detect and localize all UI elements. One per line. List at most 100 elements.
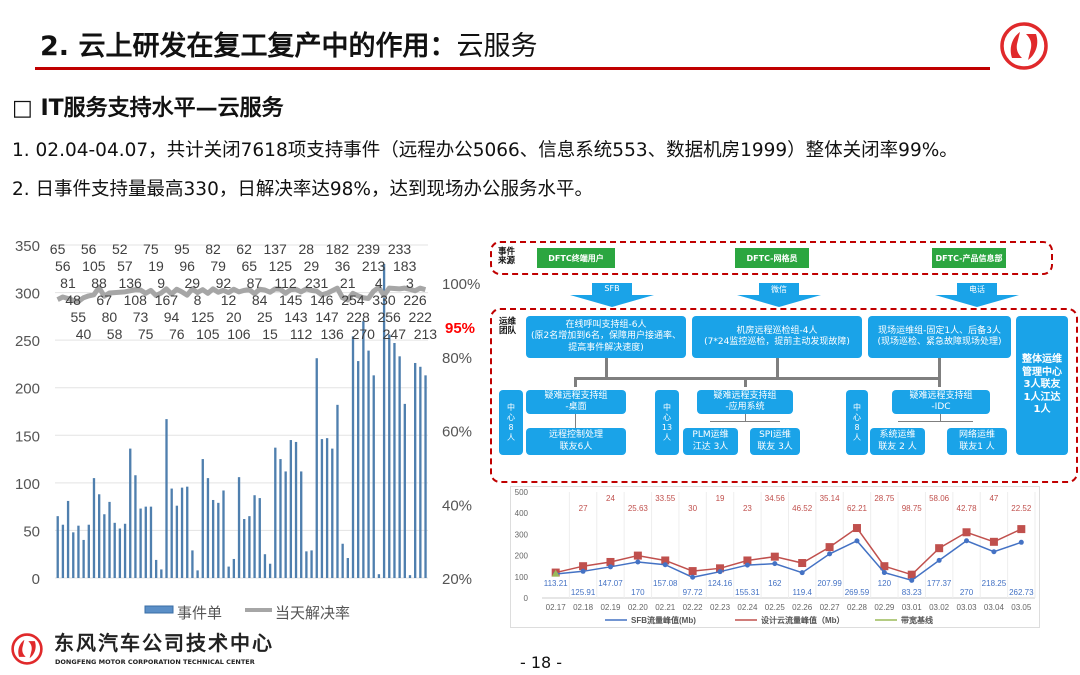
group-box: 机房远程巡检组-4人 (7*24监控巡检，提前主动发现故障) [692,316,862,358]
bar-data-label: 105 [196,326,220,342]
x-tick-label: 02.26 [792,603,813,612]
y-tick-label: 300 [15,286,40,303]
connector [940,414,941,421]
data-label: 270 [960,588,974,597]
bar-data-label: 88 [91,275,107,291]
bar [408,575,412,578]
bar-data-label: 28 [298,241,314,257]
bar-data-label: 58 [107,326,123,342]
y-tick-label: 200 [15,381,40,398]
data-point [551,569,560,577]
bar [263,554,267,578]
y-tick-label: 0 [524,594,529,603]
x-tick-label: 02.25 [765,603,786,612]
bar [279,459,282,578]
bar [144,506,147,578]
bar-data-label: 15 [262,326,278,342]
y-tick-label: 300 [515,530,529,539]
bar [424,375,427,578]
data-point [799,570,805,576]
channel-arrow: 微信 [737,283,821,307]
connector [744,377,747,387]
bar-data-label: 213 [414,326,438,342]
data-label: 28.75 [874,494,895,503]
title-divider [35,67,990,70]
bar [211,499,215,578]
bar-data-label: 4 [375,275,383,291]
connector [898,421,973,422]
group-box: 在线呼叫支持组-6人 (原2名增加到6名，保障用户接通率、提高事件解决速度) [526,316,686,358]
x-tick-label: 03.03 [957,603,978,612]
team-frame [490,308,1078,483]
y-tick-label: 200 [515,552,529,561]
bar-data-label: 330 [372,292,396,308]
data-label: 23 [743,504,752,513]
bar-data-label: 226 [403,292,427,308]
data-label: 47 [989,494,998,503]
bar-data-label: 65 [241,258,257,274]
bar-data-label: 270 [352,326,376,342]
data-label: 62.21 [847,504,868,513]
x-tick-label: 03.04 [984,603,1005,612]
connector [574,377,941,380]
bar [206,478,210,578]
bar-data-label: 125 [269,258,293,274]
bar [289,440,293,578]
bar-data-label: 29 [304,258,320,274]
legend-label: 当天解决率 [275,605,350,622]
y2-tick-label: 60% [442,424,472,441]
bar [160,569,163,578]
bar-data-label: 239 [357,241,381,257]
bar [388,334,391,578]
bar [72,532,75,578]
title-normal: 云服务 [456,31,538,62]
bar [253,495,256,578]
source-box: DFTC-产品信息部 [932,248,1006,268]
data-point [580,568,586,574]
bullet-2: 2. 日事件支持量最高330，日解决率达98%，达到现场办公服务水平。 [12,179,593,200]
data-label: 147.07 [598,579,623,588]
bar [175,505,179,578]
data-point [744,562,750,568]
data-point [717,569,723,575]
traffic-chart: 0 100 200 300 400 500 02.17 02.18 02.19 02.20 02.2… [515,488,1036,625]
data-point [962,528,971,537]
bar-data-label: 256 [377,309,401,325]
bar [346,558,349,578]
data-point [909,577,915,583]
data-label: 58.06 [929,494,950,503]
y-tick-label: 150 [15,428,40,445]
bar [284,471,287,578]
center-box: 中心8人 [846,390,868,455]
x-tick-label: 02.20 [628,603,649,612]
bar [108,501,111,578]
bar-data-label: 145 [279,292,303,308]
bar-data-label: 183 [393,258,417,274]
bar [123,523,127,578]
bar [325,438,329,578]
data-point [825,543,834,552]
y-tick-label: 400 [515,509,529,518]
bar [310,550,313,578]
connector [710,421,780,422]
channel-label: 微信 [771,285,787,294]
bar-data-label: 106 [227,326,251,342]
data-point [936,557,942,563]
bar-data-label: 12 [221,292,237,308]
bar-data-label: 96 [179,258,195,274]
data-label: 119.4 [792,588,812,597]
y2-tick-label: 80% [442,350,472,367]
connector [745,414,746,421]
bar [331,448,334,578]
bar [320,439,324,578]
bar-data-label: 79 [210,258,226,274]
bar-data-label: 108 [124,292,148,308]
connector [776,358,779,378]
bar-data-label: 228 [346,309,370,325]
legend-label: 带宽基线 [901,615,933,625]
y-tick-label: 500 [515,488,529,497]
bar [222,490,225,578]
x-tick-label: 03.05 [1011,603,1032,612]
data-point [635,559,641,565]
data-label: 98.75 [902,504,923,513]
